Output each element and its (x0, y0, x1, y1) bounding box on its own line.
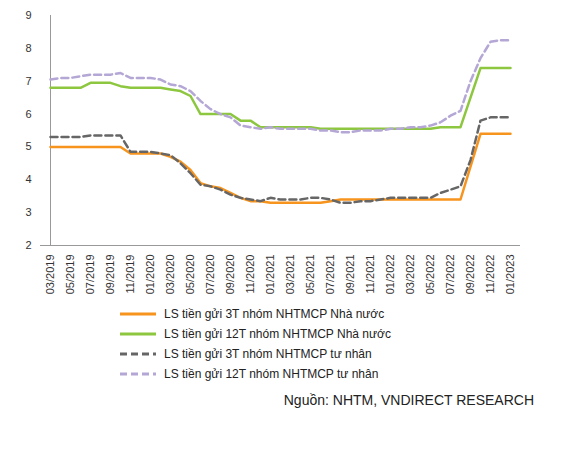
svg-text:01/2020: 01/2020 (144, 255, 156, 295)
svg-text:11/2022: 11/2022 (484, 255, 496, 294)
svg-text:9: 9 (25, 9, 31, 21)
svg-text:07/2021: 07/2021 (324, 255, 336, 295)
svg-text:07/2019: 07/2019 (84, 255, 96, 295)
svg-text:11/2021: 11/2021 (364, 255, 376, 294)
svg-text:2: 2 (25, 239, 31, 251)
svg-text:01/2023: 01/2023 (504, 255, 516, 295)
svg-text:03/2019: 03/2019 (44, 255, 56, 295)
svg-text:05/2022: 05/2022 (424, 255, 436, 295)
svg-text:11/2019: 11/2019 (124, 255, 136, 294)
svg-text:07/2020: 07/2020 (204, 255, 216, 295)
svg-text:09/2020: 09/2020 (224, 255, 236, 295)
svg-text:05/2021: 05/2021 (304, 255, 316, 295)
svg-text:05/2020: 05/2020 (184, 255, 196, 295)
svg-text:3: 3 (25, 206, 31, 218)
html-text:LS tiền gửi 3T nhóm NHTMCP tư: LS tiền gửi 3T nhóm NHTMCP tư nhân (164, 347, 372, 361)
html-text:Nguồn: NHTM, VNDIRECT RESEARCH: Nguồn: NHTM, VNDIRECT RESEARCH (283, 392, 534, 408)
svg-text:7: 7 (25, 75, 31, 87)
svg-text:03/2022: 03/2022 (404, 255, 416, 295)
svg-text:09/2022: 09/2022 (464, 255, 476, 295)
svg-text:4: 4 (25, 173, 31, 185)
svg-text:01/2021: 01/2021 (264, 255, 276, 295)
svg-text:6: 6 (25, 108, 31, 120)
svg-text:01/2022: 01/2022 (384, 255, 396, 295)
svg-text:11/2020: 11/2020 (244, 255, 256, 294)
svg-text:05/2019: 05/2019 (64, 255, 76, 295)
html-text:LS tiền gửi 12T nhóm NHTMCP Nh: LS tiền gửi 12T nhóm NHTMCP Nhà nước (164, 327, 391, 341)
svg-text:07/2022: 07/2022 (444, 255, 456, 295)
svg-text:03/2020: 03/2020 (164, 255, 176, 295)
svg-text:03/2021: 03/2021 (284, 255, 296, 295)
svg-text:09/2021: 09/2021 (344, 255, 356, 295)
html-text:LS tiền gửi 12T nhóm NHTMCP tư: LS tiền gửi 12T nhóm NHTMCP tư nhân (164, 367, 379, 381)
html-text:LS tiền gửi 3T nhóm NHTMCP Nhà: LS tiền gửi 3T nhóm NHTMCP Nhà nước (164, 307, 385, 321)
svg-text:5: 5 (25, 140, 31, 152)
svg-text:09/2019: 09/2019 (104, 255, 116, 295)
svg-text:8: 8 (25, 42, 31, 54)
